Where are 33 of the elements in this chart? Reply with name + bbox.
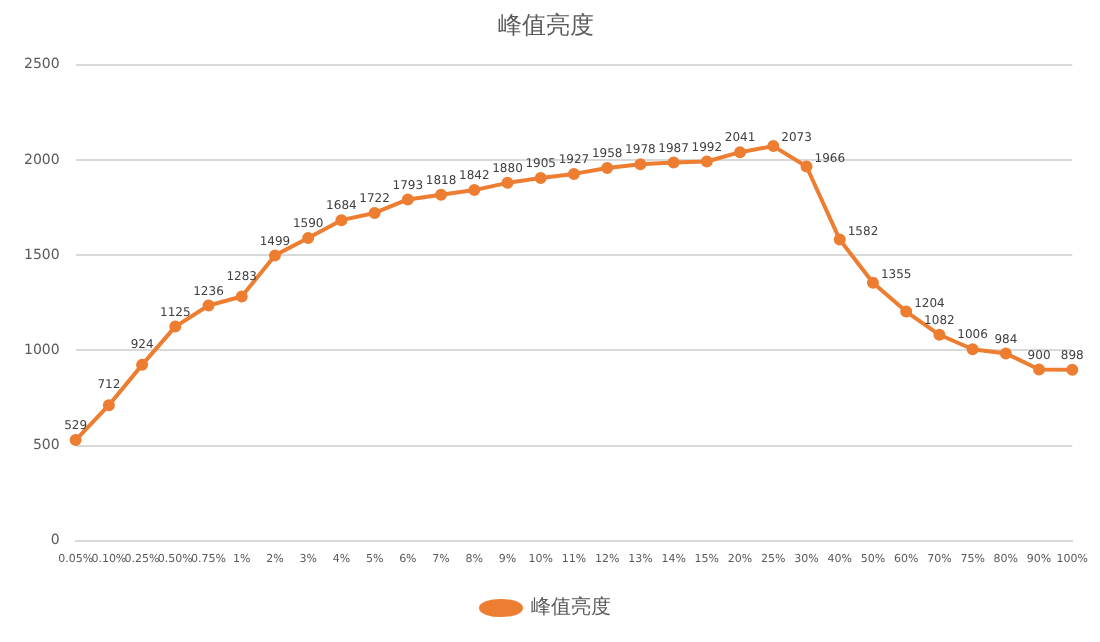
point: [235, 290, 248, 303]
legend-label: 峰值亮度: [531, 595, 611, 620]
chart-title: 峰值亮度: [498, 10, 594, 39]
point: [866, 276, 879, 289]
point: [468, 184, 481, 197]
point: [999, 347, 1012, 360]
point: [767, 140, 780, 153]
point: [268, 249, 281, 262]
point: [933, 328, 946, 341]
point: [900, 305, 913, 318]
point: [833, 233, 846, 246]
point: [69, 434, 82, 447]
point: [202, 299, 215, 312]
point: [1033, 363, 1046, 376]
point: [335, 214, 348, 227]
point: [1066, 363, 1079, 376]
point: [534, 172, 547, 185]
point: [734, 146, 747, 159]
point: [700, 155, 713, 168]
point: [667, 156, 680, 169]
point: [800, 160, 813, 173]
point: [966, 343, 979, 356]
point: [136, 358, 149, 371]
point: [169, 320, 182, 333]
point: [368, 206, 381, 219]
point: [102, 399, 115, 412]
point: [567, 167, 580, 180]
point: [401, 193, 414, 206]
point: [435, 188, 448, 201]
point: [501, 176, 514, 189]
point: [302, 232, 315, 245]
point: [601, 162, 614, 174]
point: [634, 158, 647, 171]
